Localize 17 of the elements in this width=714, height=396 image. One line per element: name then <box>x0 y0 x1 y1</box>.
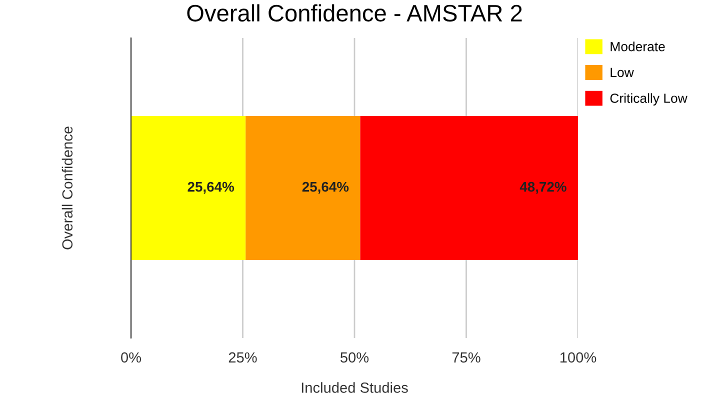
legend-label: Moderate <box>610 42 665 52</box>
bar <box>360 116 578 260</box>
data-label: 25,64% <box>188 182 234 194</box>
x-tick-label: 50% <box>340 352 369 363</box>
x-tick-label: 100% <box>560 352 596 363</box>
bar <box>131 116 246 260</box>
x-tick-label: 0% <box>121 352 142 363</box>
legend-label: Critically Low <box>610 93 688 106</box>
y-axis-title: Overall Confidence <box>62 126 73 250</box>
chart-title: Overall Confidence - AMSTAR 2 <box>187 4 522 22</box>
bar <box>246 116 360 260</box>
x-tick-label: 75% <box>452 352 480 363</box>
x-tick-label: 25% <box>228 352 257 363</box>
data-label: 48,72% <box>520 182 566 194</box>
legend-label: Low <box>610 68 634 78</box>
x-axis-title: Included Studies <box>302 382 408 393</box>
data-label: 25,64% <box>302 182 349 194</box>
